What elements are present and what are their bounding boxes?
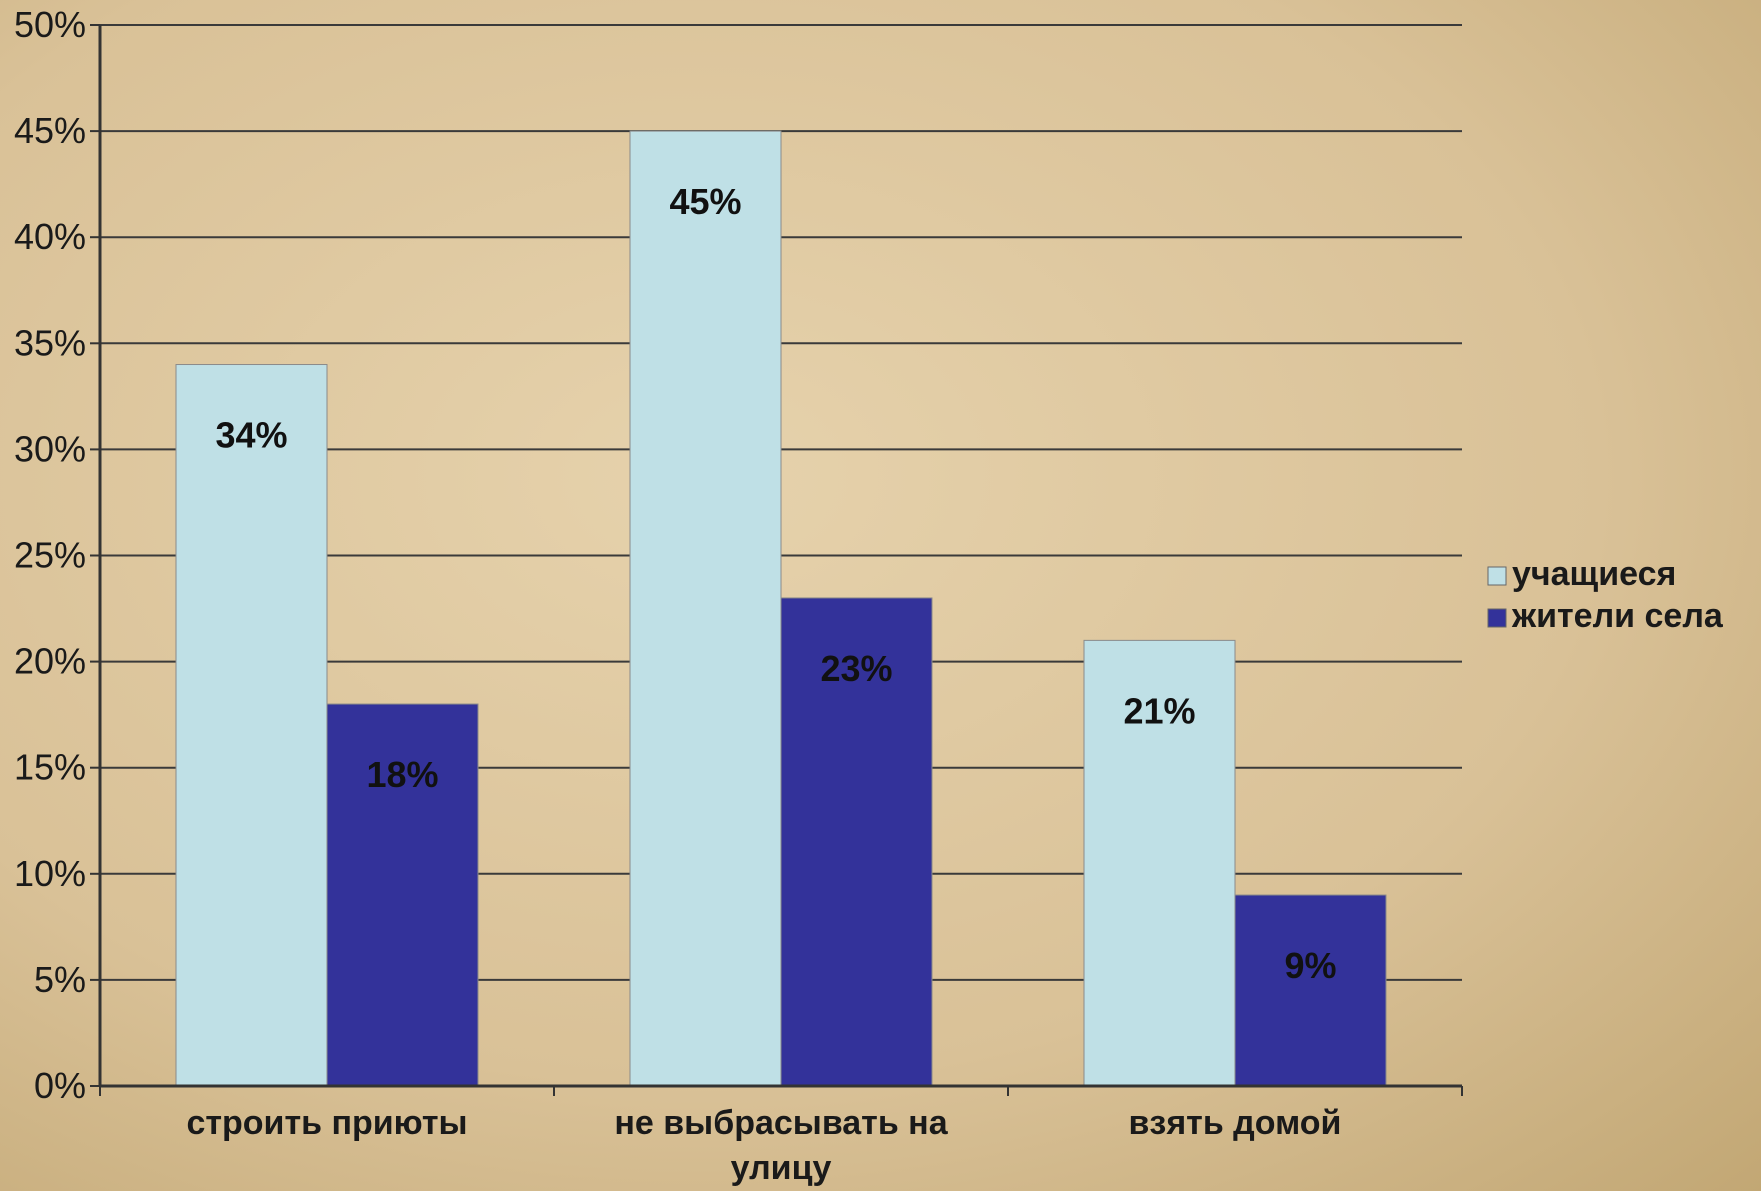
- legend-swatch: [1487, 566, 1507, 586]
- bar-villagers: [780, 597, 933, 1087]
- data-label: 21%: [1123, 690, 1195, 731]
- legend-label: учащиеся: [1512, 555, 1676, 593]
- x-tick-label: взять домой: [1129, 1104, 1342, 1142]
- x-tick-label-line: улицу: [731, 1149, 832, 1187]
- y-tick-label: 40%: [14, 216, 86, 257]
- bar-villagers: [1234, 894, 1387, 1087]
- y-tick-label: 0%: [34, 1065, 86, 1106]
- data-label: 9%: [1284, 945, 1336, 986]
- bar-villagers: [326, 703, 479, 1087]
- axes: 0% 5% 10% 15% 20% 25% 30% 35% 40% 45% 50%: [14, 4, 1463, 1106]
- y-tick-label: 10%: [14, 853, 86, 894]
- bar-students: [629, 130, 782, 1087]
- bar-students: [1083, 639, 1236, 1087]
- x-tick-label: не выбрасывать на улицу: [614, 1104, 948, 1187]
- data-label: 45%: [669, 181, 741, 222]
- y-tick-label: 30%: [14, 428, 86, 469]
- x-tick-label-line: не выбрасывать на: [614, 1104, 948, 1142]
- data-label: 23%: [820, 648, 892, 689]
- legend: учащиеся жители села: [1487, 555, 1724, 635]
- legend-label: жители села: [1511, 597, 1724, 635]
- y-tick-label: 5%: [34, 959, 86, 1000]
- legend-swatch: [1487, 608, 1507, 628]
- y-tick-label: 45%: [14, 110, 86, 151]
- x-tick-label: строить приюты: [186, 1104, 467, 1142]
- bar-students: [175, 364, 328, 1087]
- bars: [175, 130, 1387, 1087]
- labels: 34% 18% 45% 23% 21% 9% строить приюты не выбрас…: [186, 181, 1341, 1187]
- y-tick-label: 15%: [14, 747, 86, 788]
- y-tick-label: 50%: [14, 4, 86, 45]
- y-tick-label: 20%: [14, 641, 86, 682]
- y-tick-label: 35%: [14, 322, 86, 363]
- y-tick-label: 25%: [14, 535, 86, 576]
- data-label: 34%: [215, 415, 287, 456]
- data-label: 18%: [366, 754, 438, 795]
